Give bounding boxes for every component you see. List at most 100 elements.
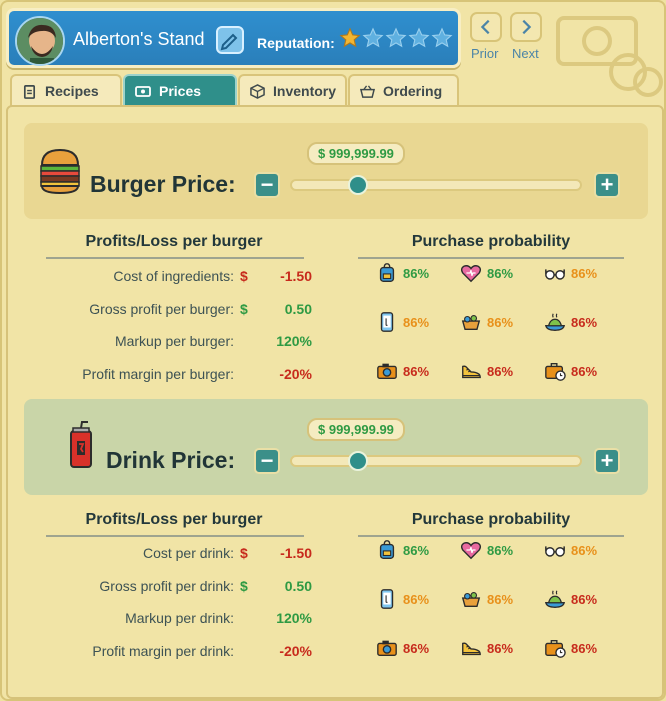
heart-icon	[460, 542, 482, 560]
burger-price-title: Burger Price:	[90, 171, 236, 197]
burger-prob-value: 86%	[403, 265, 430, 281]
pencil-icon	[220, 33, 238, 51]
meal-icon	[544, 590, 566, 608]
burger-row-value: 0.50	[284, 300, 312, 317]
drink-row-value: 120%	[276, 610, 312, 626]
drink-prob-value: 86%	[487, 640, 514, 656]
burger-slider-thumb[interactable]	[348, 175, 368, 195]
drink-price-value: $ 999,999.99	[307, 418, 405, 441]
drink-decrease-button[interactable]: −	[254, 448, 280, 474]
camera-icon	[377, 363, 397, 380]
drink-row-value: -1.50	[280, 545, 312, 561]
burger-row-label: Markup per burger:	[114, 333, 234, 349]
chevron-right-icon	[522, 19, 532, 35]
drink-slider-thumb[interactable]	[348, 451, 368, 471]
burger-price-value: $ 999,999.99	[307, 142, 405, 165]
reputation-label: Reputation:	[257, 35, 335, 51]
burger-prob-item: 86%	[460, 360, 513, 382]
glasses-icon	[545, 546, 565, 557]
tab-inventory[interactable]: Inventory	[238, 74, 347, 106]
burger-prob-item: 86%	[376, 311, 429, 333]
burger-prob-item: 86%	[460, 262, 513, 284]
tab-ordering-label: Ordering	[383, 83, 443, 99]
drink-profits-heading: Profits/Loss per burger	[85, 511, 263, 528]
next-button[interactable]	[510, 12, 542, 42]
burger-row-label: Profit margin per burger:	[82, 365, 234, 382]
tab-prices[interactable]: Prices	[123, 74, 237, 106]
prior-button[interactable]	[470, 12, 502, 42]
star-empty-icon	[362, 27, 384, 48]
drink-prob-item: 86%	[544, 539, 597, 561]
clipboard-icon	[23, 84, 36, 99]
drink-row-currency: $	[240, 545, 248, 561]
stand-header: Alberton's Stand Reputation:	[6, 8, 461, 68]
drink-prob-item: 86%	[376, 539, 429, 561]
burger-decrease-button[interactable]: −	[254, 172, 280, 198]
burger-prob-item: 86%	[544, 360, 597, 382]
burger-prob-value: 86%	[487, 363, 514, 379]
glasses-icon	[545, 269, 565, 280]
money-stack-icon	[556, 16, 663, 97]
drink-prob-value: 86%	[487, 591, 514, 607]
drink-row-label: Gross profit per drink:	[99, 577, 234, 594]
chevron-left-icon	[480, 19, 490, 35]
tab-recipes-label: Recipes	[45, 83, 99, 99]
drink-row-label: Cost per drink:	[142, 545, 234, 561]
burger-prob-value: 86%	[571, 314, 598, 330]
edit-name-button[interactable]	[216, 26, 244, 54]
burger-row-value: -1.50	[280, 268, 312, 284]
tab-ordering[interactable]: Ordering	[348, 74, 459, 106]
star-empty-icon	[431, 27, 453, 48]
burger-price-slider[interactable]	[290, 179, 582, 191]
reputation-stars	[339, 27, 453, 49]
drink-row-value: 0.50	[284, 577, 312, 594]
drink-row-value: -20%	[279, 642, 312, 659]
burger-row-currency: $	[240, 300, 248, 317]
basket-icon	[360, 84, 375, 98]
drink-prob-value: 86%	[571, 542, 598, 558]
drink-prob-item: 86%	[460, 637, 513, 659]
burger-row-label: Cost of ingredients:	[113, 268, 234, 284]
heart-icon	[460, 265, 482, 283]
drink-prob-item: 86%	[460, 588, 513, 610]
drink-prob-value: 86%	[403, 591, 430, 607]
prices-panel: Burger Price: − $ 999,999.99 + Profits/L…	[6, 105, 664, 699]
drink-increase-button[interactable]: +	[594, 448, 620, 474]
burger-price-band: Burger Price: − $ 999,999.99 +	[24, 123, 648, 219]
divider	[46, 535, 304, 537]
prior-label: Prior	[471, 46, 499, 61]
divider	[358, 257, 624, 259]
burger-row-label: Gross profit per burger:	[89, 300, 234, 317]
briefcase-icon	[545, 362, 566, 381]
backpack-icon	[379, 263, 395, 282]
tab-recipes[interactable]: Recipes	[10, 74, 122, 106]
shoe-icon	[462, 365, 481, 379]
shoe-icon	[462, 642, 481, 656]
burger-prob-value: 86%	[403, 363, 430, 379]
briefcase-icon	[545, 639, 566, 658]
drink-price-band: Drink Price: − $ 999,999.99 +	[24, 399, 648, 495]
burger-prob-item: 86%	[460, 311, 513, 333]
drink-price-title: Drink Price:	[106, 447, 236, 473]
burger-icon	[40, 148, 80, 195]
tab-prices-label: Prices	[159, 83, 202, 99]
burger-prob-heading: Purchase probability	[411, 233, 571, 250]
drink-prob-value: 86%	[571, 640, 598, 656]
drink-row-label: Markup per drink:	[125, 610, 234, 626]
drink-row-label: Profit margin per drink:	[92, 642, 234, 659]
star-empty-icon	[385, 27, 407, 48]
next-label: Next	[512, 46, 539, 61]
drink-prob-item: 86%	[376, 588, 429, 610]
meal-icon	[544, 313, 566, 331]
drink-prob-value: 86%	[487, 542, 514, 558]
tab-inventory-label: Inventory	[273, 83, 337, 99]
drink-prob-heading: Purchase probability	[411, 511, 571, 528]
burger-prob-item: 86%	[544, 262, 597, 284]
backpack-icon	[379, 540, 395, 559]
burger-increase-button[interactable]: +	[594, 172, 620, 198]
drink-price-slider[interactable]	[290, 455, 582, 467]
drink-prob-value: 86%	[571, 591, 598, 607]
drink-prob-item: 86%	[376, 637, 429, 659]
burger-row-currency: $	[240, 268, 248, 284]
